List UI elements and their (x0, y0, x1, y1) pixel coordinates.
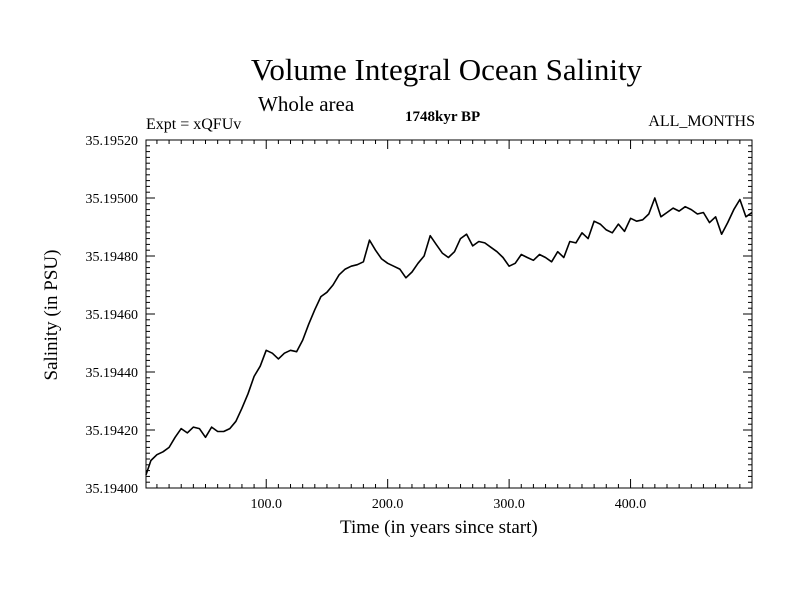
plot-frame (145, 139, 753, 489)
y-tick-label: 35.19400 (86, 482, 139, 497)
x-tick-label: 400.0 (615, 497, 647, 512)
x-tick-label: 200.0 (372, 497, 404, 512)
y-tick-label: 35.19520 (86, 134, 139, 149)
axis-ticks (146, 139, 752, 489)
chart-title: Volume Integral Ocean Salinity (250, 52, 643, 87)
y-tick-label: 35.19440 (86, 366, 139, 381)
x-tick-label: 300.0 (493, 497, 525, 512)
axis-tick-labels: 100.0 200.0 300.0 400.0 35.19400 35.19420 35.1… (86, 134, 647, 512)
experiment-label: Expt = xQFUv (146, 116, 242, 133)
series-group (145, 197, 753, 476)
y-tick-label: 35.19480 (86, 250, 139, 265)
months-label: ALL_MONTHS (648, 113, 755, 130)
chart-subtitle: Whole area (258, 92, 355, 116)
y-tick-label: 35.19460 (86, 308, 139, 323)
series-line-salinity (145, 197, 753, 476)
y-tick-label: 35.19500 (86, 192, 139, 207)
y-tick-label: 35.19420 (86, 424, 139, 439)
x-tick-label: 100.0 (250, 497, 282, 512)
x-axis-label: Time (in years since start) (340, 517, 538, 538)
period-label: 1748kyr BP (405, 109, 481, 125)
